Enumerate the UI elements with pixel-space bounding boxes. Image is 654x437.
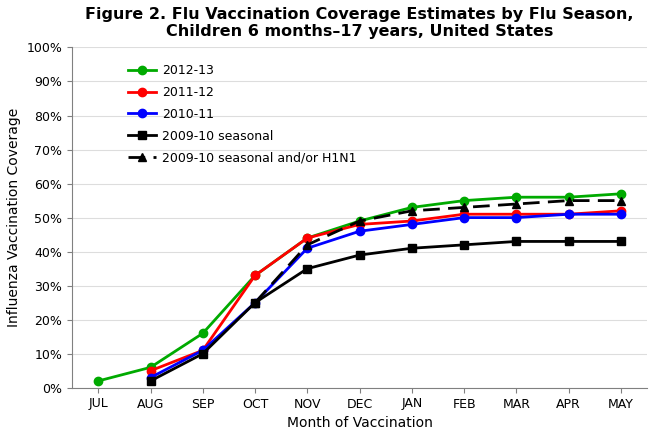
2010-11: [564, 212, 572, 217]
2009-10 seasonal: [460, 242, 468, 247]
2012-13: [460, 198, 468, 203]
2009-10 seasonal and/or H1N1: [460, 205, 468, 210]
2010-11: [617, 212, 625, 217]
2009-10 seasonal and/or H1N1: [408, 208, 416, 213]
2012-13: [356, 218, 364, 224]
2011-12: [617, 208, 625, 213]
Legend: 2012-13, 2011-12, 2010-11, 2009-10 seasonal, 2009-10 seasonal and/or H1N1: 2012-13, 2011-12, 2010-11, 2009-10 seaso…: [124, 60, 360, 168]
2009-10 seasonal: [564, 239, 572, 244]
Line: 2009-10 seasonal: 2009-10 seasonal: [146, 237, 625, 385]
2010-11: [513, 215, 521, 220]
2011-12: [513, 212, 521, 217]
2009-10 seasonal: [251, 300, 259, 305]
Line: 2012-13: 2012-13: [94, 190, 625, 385]
2010-11: [199, 348, 207, 353]
2010-11: [146, 375, 154, 380]
2009-10 seasonal: [199, 351, 207, 356]
2012-13: [617, 191, 625, 196]
2010-11: [460, 215, 468, 220]
2012-13: [408, 205, 416, 210]
X-axis label: Month of Vaccination: Month of Vaccination: [286, 416, 432, 430]
2009-10 seasonal: [146, 378, 154, 384]
2011-12: [356, 222, 364, 227]
2012-13: [251, 273, 259, 278]
2009-10 seasonal: [617, 239, 625, 244]
Line: 2009-10 seasonal and/or H1N1: 2009-10 seasonal and/or H1N1: [251, 197, 625, 307]
2011-12: [303, 236, 311, 241]
2012-13: [146, 365, 154, 370]
2011-12: [408, 218, 416, 224]
2009-10 seasonal and/or H1N1: [564, 198, 572, 203]
2011-12: [460, 212, 468, 217]
2012-13: [94, 378, 102, 384]
2011-12: [199, 348, 207, 353]
2012-13: [513, 194, 521, 200]
2011-12: [564, 212, 572, 217]
2012-13: [564, 194, 572, 200]
2011-12: [251, 273, 259, 278]
Y-axis label: Influenza Vaccination Coverage: Influenza Vaccination Coverage: [7, 108, 21, 327]
2012-13: [303, 236, 311, 241]
2009-10 seasonal and/or H1N1: [356, 218, 364, 224]
2009-10 seasonal and/or H1N1: [617, 198, 625, 203]
2009-10 seasonal and/or H1N1: [513, 201, 521, 207]
2009-10 seasonal and/or H1N1: [303, 242, 311, 247]
2010-11: [251, 300, 259, 305]
2009-10 seasonal: [303, 266, 311, 271]
2010-11: [303, 246, 311, 251]
2011-12: [146, 368, 154, 373]
2012-13: [199, 331, 207, 336]
Line: 2010-11: 2010-11: [146, 210, 625, 382]
2010-11: [356, 229, 364, 234]
2009-10 seasonal: [408, 246, 416, 251]
2009-10 seasonal and/or H1N1: [251, 300, 259, 305]
Title: Figure 2. Flu Vaccination Coverage Estimates by Flu Season,
Children 6 months–17: Figure 2. Flu Vaccination Coverage Estim…: [85, 7, 634, 39]
2010-11: [408, 222, 416, 227]
2009-10 seasonal: [356, 253, 364, 258]
Line: 2011-12: 2011-12: [146, 207, 625, 375]
2009-10 seasonal: [513, 239, 521, 244]
